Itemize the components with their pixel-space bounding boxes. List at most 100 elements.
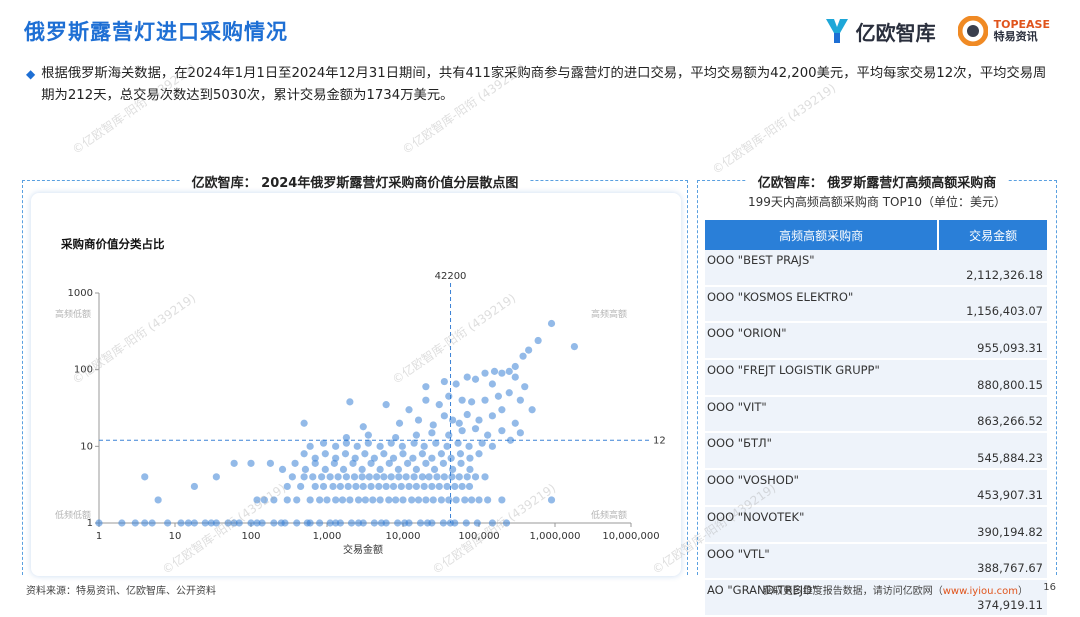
data-point — [350, 473, 359, 481]
scatter-card: 采购商价值分类占比 1 10 100 1,000 10,000 100,000 1,000,… — [31, 193, 681, 576]
data-point — [332, 442, 340, 450]
data-point — [253, 496, 261, 504]
data-point — [278, 465, 287, 474]
table-row: OOO "VIT" 863,266.52 — [705, 395, 1047, 434]
data-point — [311, 459, 319, 467]
data-point — [399, 496, 407, 504]
data-point — [95, 519, 103, 527]
page-title: 俄罗斯露营灯进口采购情况 — [24, 20, 288, 44]
data-point — [547, 496, 556, 504]
data-point — [525, 346, 533, 354]
data-point — [395, 473, 403, 481]
buyer-name: OOO "BEST PRAJS" — [705, 250, 939, 287]
data-point — [306, 442, 314, 450]
data-point — [462, 519, 470, 527]
iyiou-link[interactable]: www.iyiou.com — [942, 586, 1018, 597]
data-point — [420, 482, 428, 491]
data-point — [452, 496, 460, 504]
data-point — [369, 496, 377, 504]
data-point — [484, 431, 492, 439]
buyer-amount: 880,800.15 — [938, 359, 1047, 397]
data-point — [454, 439, 462, 447]
data-point — [468, 398, 476, 406]
data-point — [414, 416, 423, 424]
data-point — [230, 459, 238, 467]
data-point — [318, 473, 326, 481]
data-point — [319, 439, 328, 447]
data-point — [473, 519, 481, 527]
data-point — [359, 423, 367, 431]
quadrant-top-left: 高频低额 — [55, 308, 91, 320]
data-point — [266, 459, 275, 467]
data-point — [336, 482, 344, 491]
data-point — [367, 459, 375, 467]
data-point — [471, 473, 480, 481]
buyer-name: OOO "FREJT LOGISTIK GRUPP" — [705, 359, 939, 397]
data-point — [475, 416, 483, 424]
buyer-name: OOO "ORION" — [705, 322, 939, 361]
data-point — [283, 482, 291, 491]
data-point — [394, 465, 403, 474]
data-point — [370, 454, 378, 462]
data-point — [365, 473, 373, 481]
data-point — [429, 421, 437, 429]
data-point — [300, 473, 308, 481]
data-point — [301, 465, 310, 474]
data-point — [235, 519, 243, 527]
data-point — [463, 473, 471, 481]
data-point — [528, 406, 536, 414]
data-point — [437, 496, 445, 504]
yiou-logo-icon — [825, 19, 848, 43]
data-point — [440, 377, 448, 386]
data-point — [505, 367, 513, 375]
data-point — [326, 473, 334, 481]
data-point — [488, 442, 496, 450]
data-point — [385, 459, 393, 467]
data-point — [455, 419, 463, 427]
topease-logo-en: TOPEASE — [993, 18, 1050, 32]
data-point — [395, 419, 404, 427]
more-info: 获取更多维度报告数据，请访问亿欧网（www.iyiou.com） — [763, 582, 1028, 597]
data-point — [358, 473, 366, 481]
data-point — [291, 459, 299, 467]
data-point — [370, 519, 378, 527]
data-point — [521, 383, 529, 391]
data-point — [247, 519, 255, 527]
data-point — [410, 439, 418, 447]
data-point — [505, 389, 513, 397]
scatter-panel-title: 亿欧智库： 2024年俄罗斯露营灯采购商价值分层散点图 — [179, 176, 531, 191]
table-row: OOO "NOVOTEK" 390,194.82 — [705, 505, 1047, 544]
x-tick-label: 100,000 — [458, 531, 499, 542]
data-point — [461, 496, 469, 504]
data-point — [389, 482, 398, 491]
buyer-name: OOO "VIT" — [705, 395, 939, 434]
data-point — [490, 367, 499, 375]
x-axis-title: 交易金额 — [343, 543, 383, 556]
quadrant-bottom-right: 低频高额 — [591, 509, 627, 521]
data-point — [423, 519, 432, 527]
data-point — [359, 482, 367, 491]
data-point — [445, 392, 453, 400]
data-point — [428, 429, 436, 437]
data-point — [488, 412, 496, 420]
logos: 亿欧智库 TOPEASE 特易资讯 — [824, 16, 1050, 46]
data-point — [439, 459, 447, 467]
data-point — [321, 450, 329, 458]
top10-subtitle: 199天内高频高额采购商 TOP10（单位：美元） — [747, 195, 1006, 209]
data-point — [547, 319, 556, 328]
data-point — [456, 450, 465, 458]
data-point — [404, 459, 412, 467]
data-point — [373, 473, 381, 481]
data-point — [506, 436, 515, 444]
data-point — [511, 373, 519, 381]
table-row: OOO "ORION" 955,093.31 — [705, 322, 1047, 361]
data-point — [247, 459, 255, 467]
data-point — [293, 519, 301, 527]
data-point — [341, 450, 350, 458]
data-point — [458, 482, 466, 491]
x-tick-label: 10,000 — [386, 531, 421, 542]
data-point — [342, 473, 351, 481]
data-point — [466, 465, 474, 474]
data-point — [481, 396, 489, 404]
data-point — [367, 482, 375, 491]
